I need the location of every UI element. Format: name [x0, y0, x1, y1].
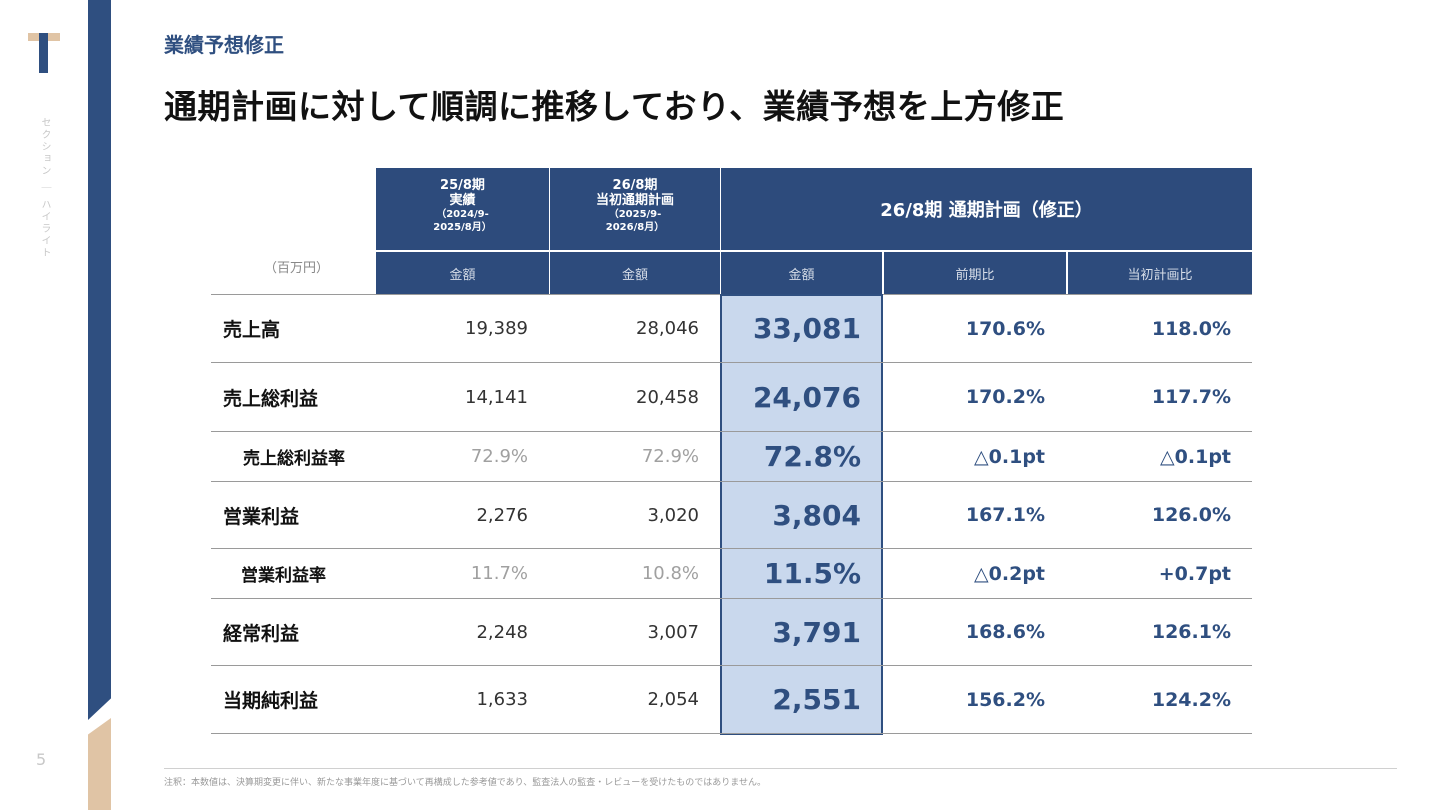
section-vertical-label: セクション ｜ ハイライト: [39, 117, 50, 260]
cell-vs-plan: +0.7pt: [1158, 562, 1231, 585]
cell-revised: 2,551: [772, 683, 861, 716]
cell-yoy: 170.2%: [965, 386, 1045, 408]
cell-plan: 2,054: [647, 689, 699, 710]
cell-plan: 28,046: [636, 318, 699, 339]
cell-actual: 1,633: [476, 689, 528, 710]
cell-plan: 3,007: [647, 621, 699, 643]
sub-header-revised-amount: 金額: [721, 252, 882, 294]
col-header-revised-label: 26/8期 通期計画（修正）: [880, 200, 1093, 221]
cell-plan: 20,458: [636, 386, 699, 408]
table-row: 営業利益 2,276 3,020 3,804 167.1% 126.0%: [211, 482, 1252, 549]
table-row: 経常利益 2,248 3,007 3,791 168.6% 126.1%: [211, 599, 1252, 666]
cell-revised: 24,076: [752, 380, 861, 414]
cell-revised: 3,791: [772, 615, 861, 649]
cell-vs-plan: 126.0%: [1151, 504, 1231, 526]
table-row: 売上総利益 14,141 20,458 24,076 170.2% 117.7%: [211, 363, 1252, 432]
cell-actual: 19,389: [465, 318, 528, 339]
footer-divider: [164, 768, 1397, 769]
cell-revised: 11.5%: [763, 557, 861, 590]
cell-revised: 3,804: [772, 498, 861, 532]
cell-yoy: △0.2pt: [974, 562, 1045, 585]
cell-revised: 72.8%: [763, 440, 861, 473]
cell-yoy: △0.1pt: [974, 445, 1045, 468]
side-stripe-navy: [88, 0, 111, 720]
cell-yoy: 170.6%: [965, 317, 1045, 340]
row-label: 当期純利益: [223, 690, 319, 712]
cell-vs-plan: 117.7%: [1151, 386, 1231, 408]
col-header-initial-plan: 26/8期 当初通期計画 （2025/9- 2026/8月）: [550, 168, 720, 250]
row-label: 営業利益率: [241, 566, 326, 586]
table-row: 営業利益率 11.7% 10.8% 11.5% △0.2pt +0.7pt: [211, 549, 1252, 599]
sub-header-vs-plan: 当初計画比: [1068, 252, 1252, 294]
row-label: 営業利益: [223, 505, 300, 528]
section-label: 業績予想修正: [164, 33, 284, 57]
sub-header-actual-amount: 金額: [376, 252, 549, 294]
col-header-plan-name: 当初通期計画: [595, 193, 674, 208]
col-header-revised: 26/8期 通期計画（修正）: [721, 168, 1252, 250]
col-header-actual: 25/8期 実績 （2024/9- 2025/8月）: [376, 168, 549, 250]
cell-vs-plan: 126.1%: [1151, 621, 1231, 643]
sub-header-plan-amount: 金額: [550, 252, 720, 294]
unit-label: （百万円）: [264, 261, 330, 276]
cell-plan: 3,020: [647, 504, 699, 526]
col-header-plan-range: （2025/9- 2026/8月）: [605, 209, 665, 233]
cell-yoy: 156.2%: [965, 688, 1045, 711]
row-label: 売上総利益: [223, 387, 319, 410]
col-header-actual-period: 25/8期: [440, 178, 485, 193]
cell-vs-plan: 118.0%: [1151, 317, 1231, 340]
company-logo: [28, 33, 60, 73]
page-number: 5: [36, 750, 47, 769]
table-row: 売上高 19,389 28,046 33,081 170.6% 118.0%: [211, 295, 1252, 363]
cell-plan: 72.9%: [641, 446, 699, 467]
sub-header-yoy: 前期比: [884, 252, 1066, 294]
col-header-actual-range: （2024/9- 2025/8月）: [433, 209, 492, 233]
table-row: 売上総利益率 72.9% 72.9% 72.8% △0.1pt △0.1pt: [211, 432, 1252, 482]
cell-actual: 2,276: [476, 504, 528, 526]
cell-vs-plan: △0.1pt: [1160, 445, 1231, 468]
row-label: 売上総利益率: [243, 449, 345, 469]
side-stripe-tan: [88, 718, 111, 810]
col-header-actual-name: 実績: [449, 193, 476, 208]
cell-revised: 33,081: [752, 312, 861, 345]
table-row: 当期純利益 1,633 2,054 2,551 156.2% 124.2%: [211, 666, 1252, 734]
cell-actual: 11.7%: [470, 563, 528, 584]
page-title: 通期計画に対して順調に推移しており、業績予想を上方修正: [164, 87, 1065, 126]
revised-column-highlight: [720, 294, 883, 735]
cell-actual: 14,141: [465, 386, 528, 408]
cell-yoy: 168.6%: [965, 621, 1045, 643]
cell-plan: 10.8%: [641, 563, 699, 584]
cell-yoy: 167.1%: [965, 504, 1045, 526]
footnote: 注釈：本数値は、決算期変更に伴い、新たな事業年度に基づいて再構成した参考値であり…: [164, 778, 767, 788]
row-label: 経常利益: [223, 622, 300, 645]
row-label: 売上高: [223, 319, 281, 341]
cell-vs-plan: 124.2%: [1151, 688, 1231, 711]
col-header-plan-period: 26/8期: [612, 178, 658, 193]
cell-actual: 72.9%: [470, 446, 528, 467]
cell-actual: 2,248: [476, 621, 528, 643]
